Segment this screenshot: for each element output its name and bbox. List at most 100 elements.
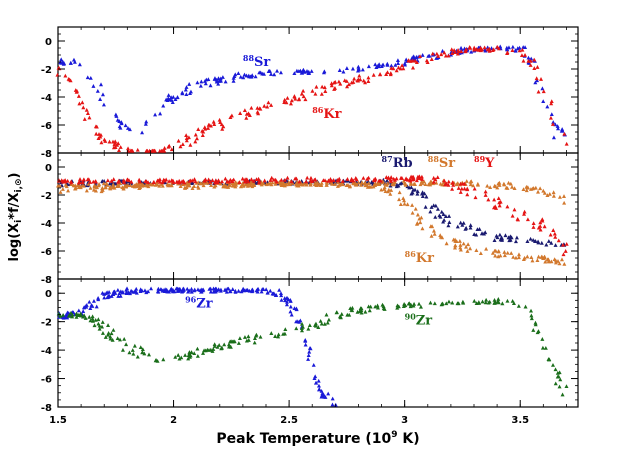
data-point [76,94,81,98]
data-point [110,185,115,190]
data-point [564,384,569,389]
data-point [349,176,354,181]
data-point [125,177,130,182]
data-point [222,342,227,347]
data-point [483,193,488,197]
data-point [497,203,502,208]
data-point [454,239,459,244]
data-point [284,302,289,307]
data-point [446,53,451,58]
y-tick-label: -2 [41,191,52,202]
data-point [94,124,99,129]
data-point [525,217,530,222]
data-point [214,77,219,82]
series-89-Y-panel-middle [56,174,569,257]
data-point [71,183,76,188]
data-point [465,192,470,197]
data-point [249,105,254,110]
data-point [418,182,423,187]
data-point [107,289,112,294]
data-point [94,179,99,184]
data-point [461,241,466,246]
data-point [385,70,390,75]
data-point [278,180,283,185]
data-point [420,53,425,57]
data-point [404,57,409,62]
data-point [202,178,207,183]
annotation-mass-number: 89 [474,154,486,164]
data-point [433,214,438,219]
axis-ticks [57,26,578,408]
data-point [239,289,244,294]
annotation-96Zr: 96Zr [185,294,213,311]
data-point [465,186,470,191]
data-point [88,306,93,311]
data-point [299,182,304,187]
data-point [142,351,147,356]
data-point [317,182,322,187]
data-point [480,231,485,236]
data-point [229,339,234,344]
data-point [487,299,492,304]
data-point [316,383,321,388]
data-point [379,187,384,192]
data-point [74,314,79,319]
data-point [204,77,209,82]
data-point [65,178,70,183]
data-point [96,136,101,140]
data-point [232,74,237,78]
data-point [388,183,393,188]
data-point [88,75,93,80]
data-point [414,221,419,226]
data-point [70,312,75,317]
data-point [275,68,280,73]
data-point [410,177,415,182]
data-point [228,115,233,120]
data-point [357,73,362,78]
annotation-mass-number: 88 [428,154,440,164]
data-point [462,186,467,191]
data-point [276,334,281,339]
data-point [258,334,263,339]
data-point [130,289,135,294]
data-point [425,60,430,65]
data-point [375,305,380,310]
data-point [97,323,102,328]
data-point [105,295,110,300]
data-point [355,78,360,83]
data-point [100,290,105,295]
data-point [356,180,361,185]
data-point [184,92,189,97]
data-point [195,80,200,85]
data-point [321,178,326,183]
data-point [278,291,283,296]
data-point [245,182,250,187]
data-point [496,196,501,201]
data-point [257,178,262,183]
data-point [431,228,436,233]
data-point [395,58,400,63]
data-point [402,198,407,203]
data-point [373,62,378,67]
data-point [447,214,452,218]
data-point [373,183,378,188]
data-point [530,186,535,191]
data-point [94,304,99,309]
data-point [361,78,366,83]
data-point [220,126,225,131]
data-point [434,180,439,185]
data-point [376,182,381,186]
data-point [92,323,97,328]
data-point [218,78,223,83]
data-point [152,148,157,153]
data-point [522,209,527,214]
data-point [193,132,198,137]
data-point [435,206,440,211]
data-point [266,100,271,105]
data-point [450,300,455,305]
data-point [183,87,188,92]
data-point [374,65,379,70]
data-point [363,80,368,85]
data-point [299,70,304,75]
data-point [521,58,526,63]
